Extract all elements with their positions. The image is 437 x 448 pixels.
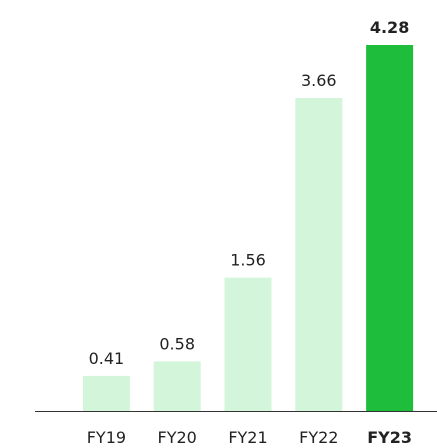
x-tick-label: FY21: [228, 428, 267, 447]
data-label: 1.56: [230, 251, 266, 270]
x-tick-label: FY19: [87, 428, 126, 447]
x-tick-label: FY23: [367, 428, 412, 447]
bar: [295, 98, 343, 412]
bar: [82, 375, 130, 411]
bar: [224, 277, 272, 411]
x-tick-label: FY22: [299, 428, 338, 447]
bar: [153, 361, 201, 411]
data-label: 0.58: [159, 334, 195, 353]
bar: [366, 45, 414, 411]
x-tick-label: FY20: [158, 428, 197, 447]
data-label: 0.41: [89, 349, 125, 368]
data-label: 3.66: [301, 71, 337, 90]
data-label: 4.28: [370, 18, 409, 37]
